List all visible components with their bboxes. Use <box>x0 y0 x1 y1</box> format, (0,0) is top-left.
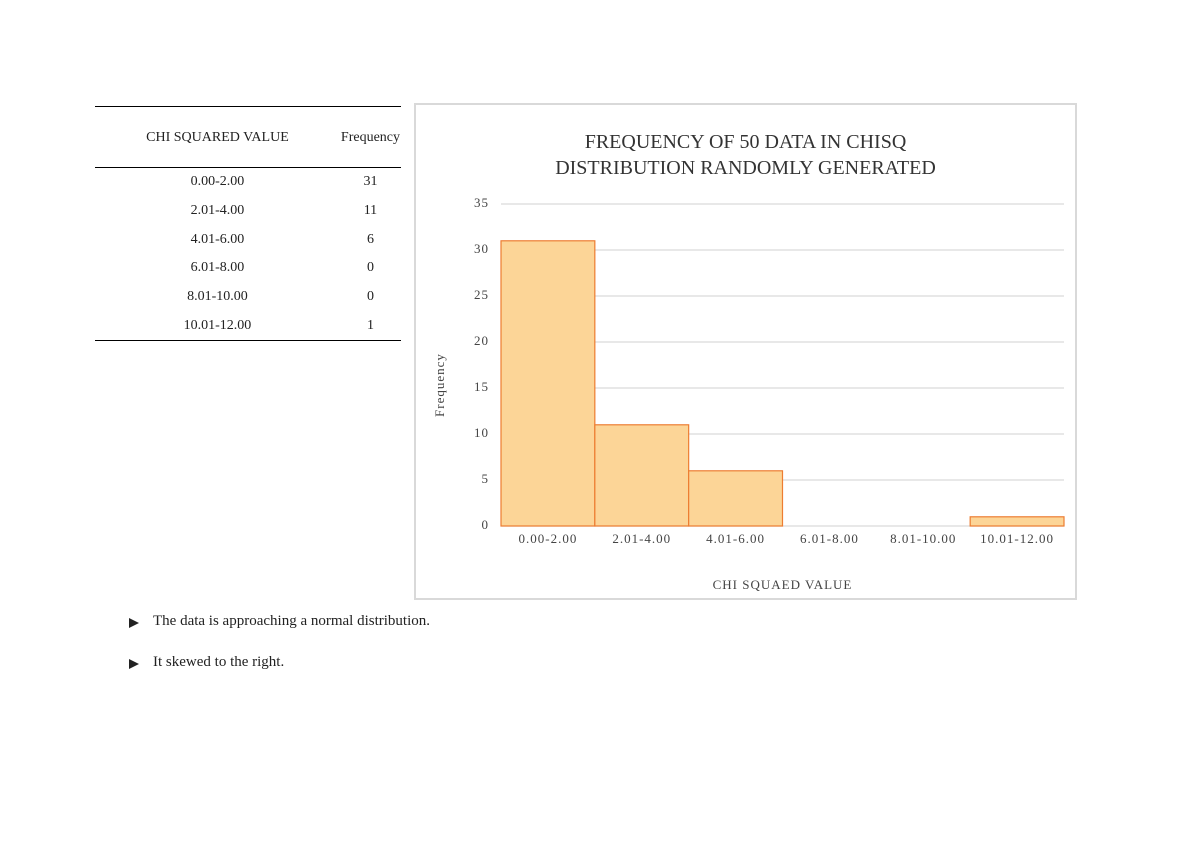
bullet-icon <box>129 618 139 628</box>
table-cell: 0.00-2.00 <box>190 174 245 190</box>
table-row: 0.00-2.00 31 <box>95 168 401 197</box>
bullet-text: It skewed to the right. <box>153 654 285 670</box>
bar <box>688 470 784 527</box>
y-tick-label: 0 <box>482 517 490 532</box>
table-cell: 1 <box>339 311 401 342</box>
y-tick-label: 20 <box>474 333 489 348</box>
table-cell: 6 <box>366 231 374 247</box>
x-tick-label: 8.01-10.00 <box>890 531 956 546</box>
table-cell: 10.01-12.00 <box>95 311 340 342</box>
x-axis-label: CHI SQUAED VALUE <box>713 577 853 592</box>
y-tick-label: 15 <box>474 379 489 394</box>
y-tick-label: 5 <box>482 471 490 486</box>
x-tick-label: 4.01-6.00 <box>706 531 765 546</box>
bar <box>594 424 690 527</box>
table-cell: 31 <box>363 174 378 190</box>
table-body: 0.00-2.00 31 2.01-4.00 11 4.01-6.00 6 6.01-8.0… <box>95 168 401 342</box>
bullet-text: The data is approaching a normal distrib… <box>153 613 431 629</box>
table-cell: 8.01-10.00 <box>187 289 248 305</box>
x-tick-label: 2.01-4.00 <box>612 531 671 546</box>
header-cell: Frequency <box>339 106 401 168</box>
chart-title: FREQUENCY OF 50 DATA IN CHISQ DISTRIBUTI… <box>555 131 936 179</box>
header-cell: CHI SQUARED VALUE <box>95 106 340 168</box>
table-cell: 0 <box>366 289 374 305</box>
table-row: 8.01-10.00 0 <box>95 283 401 312</box>
frequency-table: CHI SQUARED VALUE Frequency 0.00-2.00 31 2.… <box>95 106 401 342</box>
table-cell: 4.01-6.00 <box>190 231 245 247</box>
x-tick-label: 0.00-2.00 <box>518 531 577 546</box>
table-row: 4.01-6.00 6 <box>95 225 401 254</box>
y-tick-label: 25 <box>474 287 489 302</box>
table-cell: 11 <box>363 203 378 219</box>
bar <box>969 516 1065 527</box>
table-cell: 6.01-8.00 <box>190 260 245 276</box>
y-tick-label: 35 <box>474 195 489 210</box>
chart: 0 5 10 15 20 25 30 35 0.00-2.00 2.01-4.00 4.01-6.0… <box>432 195 1065 592</box>
bar <box>500 240 596 527</box>
y-tick-label: 30 <box>474 241 489 256</box>
bullet-icon <box>129 659 139 669</box>
x-tick-label: 10.01-12.00 <box>980 531 1054 546</box>
table-row: 6.01-8.00 0 <box>95 254 401 283</box>
chart-container: FREQUENCY OF 50 DATA IN CHISQ DISTRIBUTI… <box>414 103 1077 600</box>
table-row: 10.01-12.00 1 <box>95 311 401 342</box>
y-axis-label: Frequency <box>432 353 447 417</box>
x-tick-label: 6.01-8.00 <box>800 531 859 546</box>
y-tick-label: 10 <box>474 425 489 440</box>
table-header: CHI SQUARED VALUE Frequency <box>95 106 401 168</box>
table-cell: 2.01-4.00 <box>190 203 245 219</box>
table-cell: 0 <box>366 260 374 276</box>
table-row: 2.01-4.00 11 <box>95 197 401 226</box>
